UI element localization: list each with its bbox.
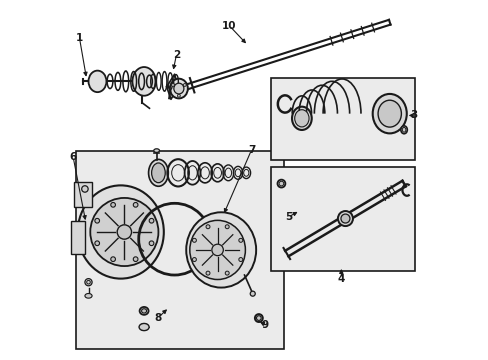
Text: 10: 10: [222, 21, 236, 31]
Ellipse shape: [148, 159, 168, 186]
Ellipse shape: [88, 71, 106, 92]
Ellipse shape: [254, 314, 262, 322]
Polygon shape: [166, 74, 178, 99]
Ellipse shape: [171, 84, 174, 86]
Ellipse shape: [177, 94, 180, 97]
Ellipse shape: [132, 67, 155, 96]
Ellipse shape: [85, 293, 92, 298]
Ellipse shape: [291, 107, 311, 130]
FancyBboxPatch shape: [74, 182, 92, 207]
Ellipse shape: [238, 257, 242, 261]
Ellipse shape: [133, 202, 138, 207]
Ellipse shape: [277, 180, 285, 188]
Text: 1: 1: [76, 33, 83, 43]
Ellipse shape: [90, 198, 158, 266]
Ellipse shape: [225, 225, 229, 229]
Ellipse shape: [95, 219, 100, 223]
Ellipse shape: [256, 316, 261, 320]
Text: 4: 4: [337, 274, 345, 284]
Ellipse shape: [111, 257, 115, 261]
Ellipse shape: [189, 220, 245, 279]
Ellipse shape: [211, 244, 223, 256]
Text: 3: 3: [409, 111, 417, 121]
Ellipse shape: [192, 238, 196, 242]
Ellipse shape: [205, 225, 209, 229]
Ellipse shape: [85, 279, 92, 286]
Ellipse shape: [139, 323, 149, 330]
Ellipse shape: [337, 211, 352, 226]
Ellipse shape: [340, 214, 349, 223]
Ellipse shape: [377, 100, 401, 127]
Text: 2: 2: [172, 50, 180, 60]
Ellipse shape: [149, 241, 154, 246]
Text: 7: 7: [247, 144, 255, 154]
Ellipse shape: [225, 271, 229, 275]
Ellipse shape: [205, 271, 209, 275]
Text: 8: 8: [154, 313, 161, 323]
Text: 9: 9: [261, 320, 268, 329]
Ellipse shape: [400, 126, 407, 134]
Ellipse shape: [186, 212, 256, 288]
Ellipse shape: [279, 181, 283, 186]
FancyBboxPatch shape: [70, 221, 85, 253]
Ellipse shape: [95, 241, 100, 246]
Ellipse shape: [139, 307, 148, 315]
FancyBboxPatch shape: [271, 167, 414, 271]
Ellipse shape: [78, 185, 163, 279]
Ellipse shape: [174, 83, 183, 94]
Ellipse shape: [238, 238, 242, 242]
Text: 6: 6: [69, 152, 77, 162]
Ellipse shape: [402, 127, 405, 132]
FancyBboxPatch shape: [76, 151, 284, 348]
Ellipse shape: [153, 149, 159, 152]
Ellipse shape: [111, 202, 115, 207]
Ellipse shape: [372, 94, 406, 134]
Ellipse shape: [250, 291, 255, 296]
Ellipse shape: [192, 257, 196, 261]
Ellipse shape: [294, 110, 308, 127]
Ellipse shape: [169, 79, 187, 98]
Ellipse shape: [117, 225, 131, 239]
FancyBboxPatch shape: [271, 78, 414, 160]
Ellipse shape: [149, 219, 154, 223]
Ellipse shape: [81, 186, 88, 192]
Text: 5: 5: [285, 212, 292, 222]
Ellipse shape: [142, 309, 146, 313]
Ellipse shape: [151, 163, 165, 183]
Ellipse shape: [133, 257, 138, 261]
Ellipse shape: [183, 84, 186, 86]
